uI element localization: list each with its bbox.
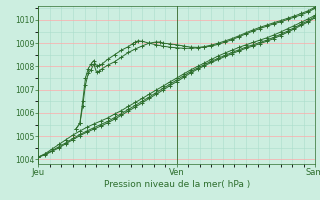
X-axis label: Pression niveau de la mer( hPa ): Pression niveau de la mer( hPa ) <box>104 180 250 189</box>
